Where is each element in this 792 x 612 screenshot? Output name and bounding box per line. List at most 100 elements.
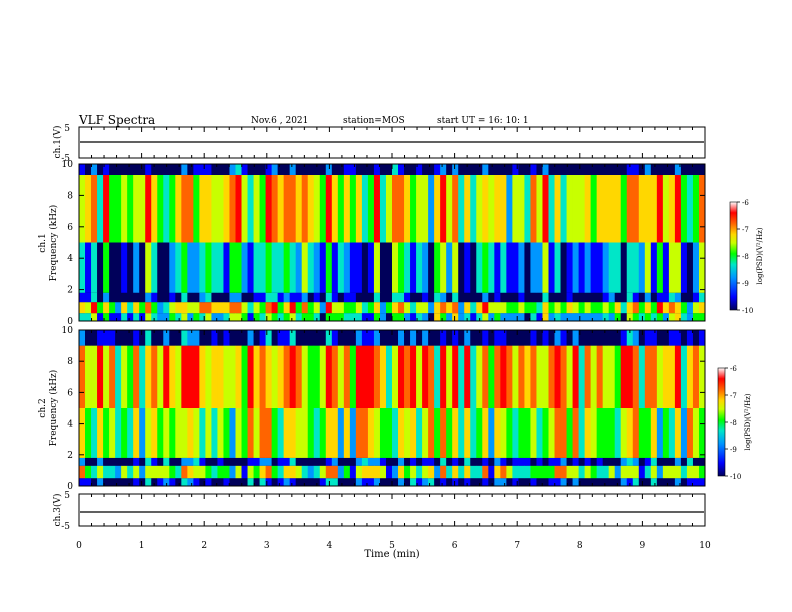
spectrogram-cell (608, 465, 616, 479)
spectrogram-cell (590, 292, 598, 303)
spectrogram-cell (656, 408, 664, 458)
spectrogram-cell (337, 465, 345, 479)
spectrogram-cell (295, 164, 303, 175)
spectrogram-cell (632, 478, 640, 486)
spectrogram-cell (440, 457, 447, 466)
spectrogram-cell (668, 164, 676, 175)
spectrogram-cell (325, 408, 333, 458)
spectrogram-cell (422, 408, 429, 458)
spectrogram-cell (692, 330, 700, 346)
spectrogram-cell (488, 174, 495, 243)
spectrogram-cell (602, 478, 610, 486)
spectrogram-cell (241, 164, 248, 175)
spectrogram-cell (115, 174, 122, 243)
spectrogram-cell (355, 242, 363, 293)
spectrogram-cell (434, 330, 441, 346)
spectrogram-cell (416, 164, 423, 175)
spectrogram-cell (398, 408, 405, 458)
spectrogram-cell (199, 174, 206, 243)
spectrogram-cell (506, 302, 513, 314)
spectrogram-cell (307, 242, 315, 293)
spectrogram-cell (265, 313, 273, 321)
spectrogram-cell (566, 313, 573, 321)
spectrogram-cell (608, 302, 616, 314)
spectrogram-cell (79, 330, 86, 346)
spectrogram-cell (361, 164, 369, 175)
spectrogram-cell (217, 478, 224, 486)
spectrogram-cell (289, 174, 297, 243)
spectrogram-cell (145, 313, 152, 321)
spectrogram-cell (614, 408, 622, 458)
spectrogram-cell (674, 345, 682, 408)
spectrogram-cell (440, 465, 447, 479)
spectrogram-cell (283, 465, 291, 479)
spectrogram-cell (301, 330, 309, 346)
spectrogram-cell (446, 478, 453, 486)
spectrogram-cell (662, 292, 670, 303)
spectrogram-cell (223, 164, 230, 175)
spectrogram-cell (434, 345, 441, 408)
spectrogram-cell (584, 465, 592, 479)
spectrogram-cell (283, 478, 291, 486)
spectrogram-cell (512, 313, 519, 321)
spectrogram-cell (452, 313, 459, 321)
spectrogram-cell (241, 313, 248, 321)
spectrogram-cell (572, 164, 579, 175)
spectrogram-cell (476, 465, 483, 479)
spectrogram-cell (416, 242, 423, 293)
spectrogram-cell (193, 242, 200, 293)
spectrogram-cell (542, 242, 549, 293)
figure-title: VLF Spectra (79, 113, 156, 127)
spectrogram-cell (464, 302, 471, 314)
spectrogram-cell (458, 408, 465, 458)
spectrogram-cell (452, 345, 459, 408)
spectrogram-cell (217, 242, 224, 293)
spectrogram-cell (139, 242, 146, 293)
spectrogram-cell (307, 164, 315, 175)
spectrogram-cell (313, 465, 321, 479)
spectrogram-cell (355, 174, 363, 243)
spectrogram-cell (662, 164, 670, 175)
spectrogram-cell (97, 164, 104, 175)
spectrogram-cell (79, 302, 86, 314)
spectrogram-cell (109, 330, 116, 346)
spectrogram-cell (241, 174, 248, 243)
spectrogram-cell (626, 164, 634, 175)
spectrogram-cell (373, 292, 381, 303)
spectrogram-cell (181, 465, 188, 479)
spectrogram-cell (422, 313, 429, 321)
spectrogram-cell (410, 408, 417, 458)
spectrogram-cell (343, 174, 351, 243)
spectrogram-cell (410, 330, 417, 346)
spectrogram-cell (542, 345, 549, 408)
spectrogram-cell (686, 330, 694, 346)
spectrogram-cell (151, 313, 158, 321)
spectrogram-cell (560, 164, 567, 175)
spectrogram-cell (313, 242, 321, 293)
spectrogram-cell (470, 330, 477, 346)
spectrogram-cell (265, 478, 273, 486)
spectrogram-cell (530, 345, 537, 408)
spectrogram-cell (644, 174, 652, 243)
spectrogram-cell (560, 345, 567, 408)
spectrogram-cell (301, 164, 309, 175)
spectrogram-cell (229, 345, 236, 408)
spectrogram-cell (560, 242, 567, 293)
spectrogram-cell (572, 302, 579, 314)
spectrogram-cell (596, 242, 604, 293)
spectrogram-cell (464, 478, 471, 486)
spectrogram-cell (662, 174, 670, 243)
spectrogram-cell (554, 313, 561, 321)
spectrogram-cell (422, 330, 429, 346)
spectrogram-cell (307, 478, 315, 486)
spectrogram-cell (524, 408, 531, 458)
spectrogram-cell (373, 465, 381, 479)
spectrogram-cell (169, 408, 176, 458)
spectrogram-cell (199, 345, 206, 408)
spectrogram-cell (283, 330, 291, 346)
spectrogram-cell (602, 302, 610, 314)
spectrogram-cell (596, 302, 604, 314)
spectrogram-cell (506, 174, 513, 243)
spectrogram-cell (361, 313, 369, 321)
spectrogram-cell (151, 174, 158, 243)
